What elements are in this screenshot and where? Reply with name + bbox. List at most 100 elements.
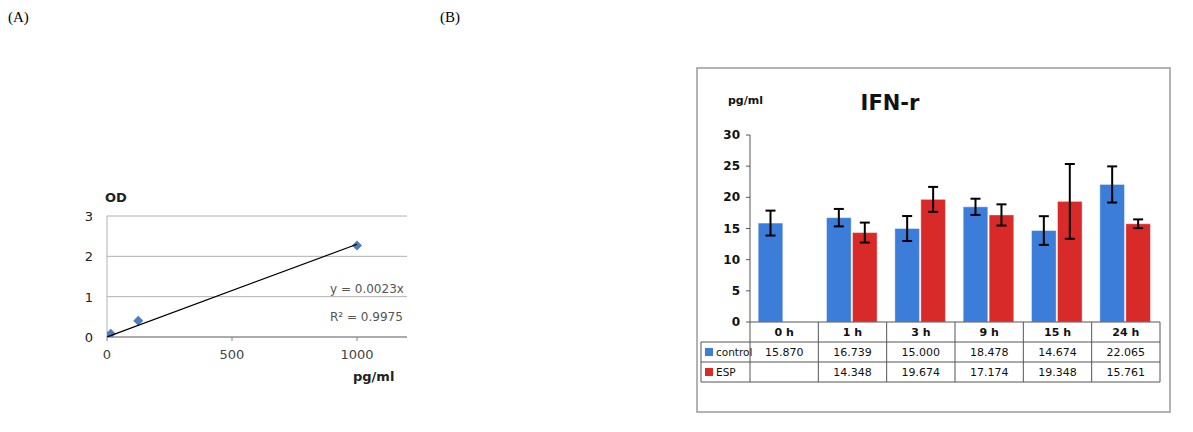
bar — [758, 223, 783, 322]
annotation: y = 0.0023x — [330, 282, 404, 296]
y-axis-label: pg/ml — [728, 94, 763, 107]
y-axis — [107, 216, 108, 337]
error-cap — [902, 215, 912, 217]
error-bar — [996, 204, 1006, 225]
error-bar — [860, 223, 870, 243]
bar — [921, 199, 946, 322]
x-tick-label: 15 h — [1044, 326, 1071, 339]
legend-label: control — [716, 346, 752, 358]
error-cap — [860, 222, 870, 224]
error-cap — [902, 240, 912, 242]
x-tick-label: 500 — [220, 347, 245, 362]
error-stem — [1043, 216, 1045, 245]
bar — [1100, 184, 1125, 322]
x-tick-label: 9 h — [980, 326, 999, 339]
panel-label: (A) — [8, 9, 29, 26]
data-table: 0 h1 h3 h9 h15 h24 hcontrol15.87016.7391… — [701, 322, 1160, 382]
error-stem — [770, 211, 772, 236]
x-tick-label: 24 h — [1112, 326, 1139, 339]
table-value: 18.478 — [970, 346, 1009, 359]
legend-label: ESP — [716, 366, 736, 378]
table-value: 14.348 — [833, 366, 872, 379]
y-axis — [750, 135, 751, 322]
y-tick-label: 30 — [723, 128, 740, 142]
error-bar — [1133, 219, 1143, 228]
error-cap — [1065, 163, 1075, 165]
error-stem — [1137, 219, 1139, 228]
error-cap — [834, 208, 844, 210]
y-tick-label: 1 — [85, 290, 93, 305]
x-tick — [232, 337, 233, 341]
table-value: 14.674 — [1038, 346, 1077, 359]
y-tick-label: 0 — [85, 330, 93, 345]
x-tick-label: 1 h — [843, 326, 862, 339]
error-bar — [766, 211, 776, 236]
error-cap — [766, 210, 776, 212]
error-cap — [928, 186, 938, 188]
y-tick-label: 0 — [732, 315, 740, 329]
error-cap — [996, 203, 1006, 205]
error-cap — [860, 242, 870, 244]
x-axis — [107, 337, 407, 338]
bar — [1032, 231, 1057, 322]
table-rule — [955, 322, 956, 382]
title: IFN-r — [861, 91, 920, 115]
panel-label: (B) — [440, 9, 460, 26]
y-tick — [746, 228, 750, 229]
table-rule — [1160, 322, 1161, 382]
y-tick-label: 25 — [723, 159, 740, 173]
y-axis-label: OD — [105, 190, 127, 205]
error-stem — [864, 223, 866, 243]
annotation: R² = 0.9975 — [330, 310, 403, 324]
error-stem — [1069, 164, 1071, 239]
error-cap — [971, 198, 981, 200]
y-tick — [746, 197, 750, 198]
figure: (A)012305001000ODpg/mly = 0.0023xR² = 0.… — [0, 0, 1193, 432]
error-cap — [1065, 238, 1075, 240]
error-bar — [902, 216, 912, 241]
table-rule — [1023, 322, 1024, 382]
error-cap — [971, 214, 981, 216]
y-tick — [746, 166, 750, 167]
y-tick-label: 10 — [723, 253, 740, 267]
table-rule — [701, 342, 702, 382]
table-rule — [1091, 322, 1092, 382]
error-cap — [1107, 165, 1117, 167]
error-cap — [1107, 202, 1117, 204]
error-cap — [1133, 218, 1143, 220]
error-cap — [766, 235, 776, 237]
error-stem — [1000, 204, 1002, 225]
x-tick-label: 0 h — [775, 326, 794, 339]
grid-line — [107, 337, 407, 338]
error-cap — [1039, 244, 1049, 246]
y-tick-label: 15 — [723, 222, 740, 236]
table-rule — [886, 322, 887, 382]
x-tick — [107, 337, 108, 341]
table-value: 19.348 — [1038, 366, 1077, 379]
error-stem — [932, 187, 934, 212]
y-tick-label: 5 — [732, 284, 740, 298]
bar — [989, 215, 1014, 322]
error-bar — [1107, 166, 1117, 202]
y-tick-label: 3 — [85, 209, 93, 224]
error-bar — [928, 187, 938, 212]
error-bar — [971, 199, 981, 215]
grid-line — [107, 296, 407, 297]
chart-frame — [697, 68, 1170, 412]
error-bar — [1039, 216, 1049, 245]
grid-line — [107, 216, 407, 217]
x-tick-label: 3 h — [911, 326, 930, 339]
bar — [895, 229, 920, 323]
y-tick-label: 2 — [85, 249, 93, 264]
y-tick — [746, 259, 750, 260]
error-cap — [928, 211, 938, 213]
error-bar — [1065, 164, 1075, 239]
error-cap — [1039, 215, 1049, 217]
table-rule — [818, 322, 819, 382]
error-cap — [834, 225, 844, 227]
table-value: 15.870 — [765, 346, 804, 359]
table-rule — [701, 382, 1160, 383]
y-tick — [746, 290, 750, 291]
error-stem — [975, 199, 977, 215]
y-tick-label: 20 — [723, 190, 740, 204]
